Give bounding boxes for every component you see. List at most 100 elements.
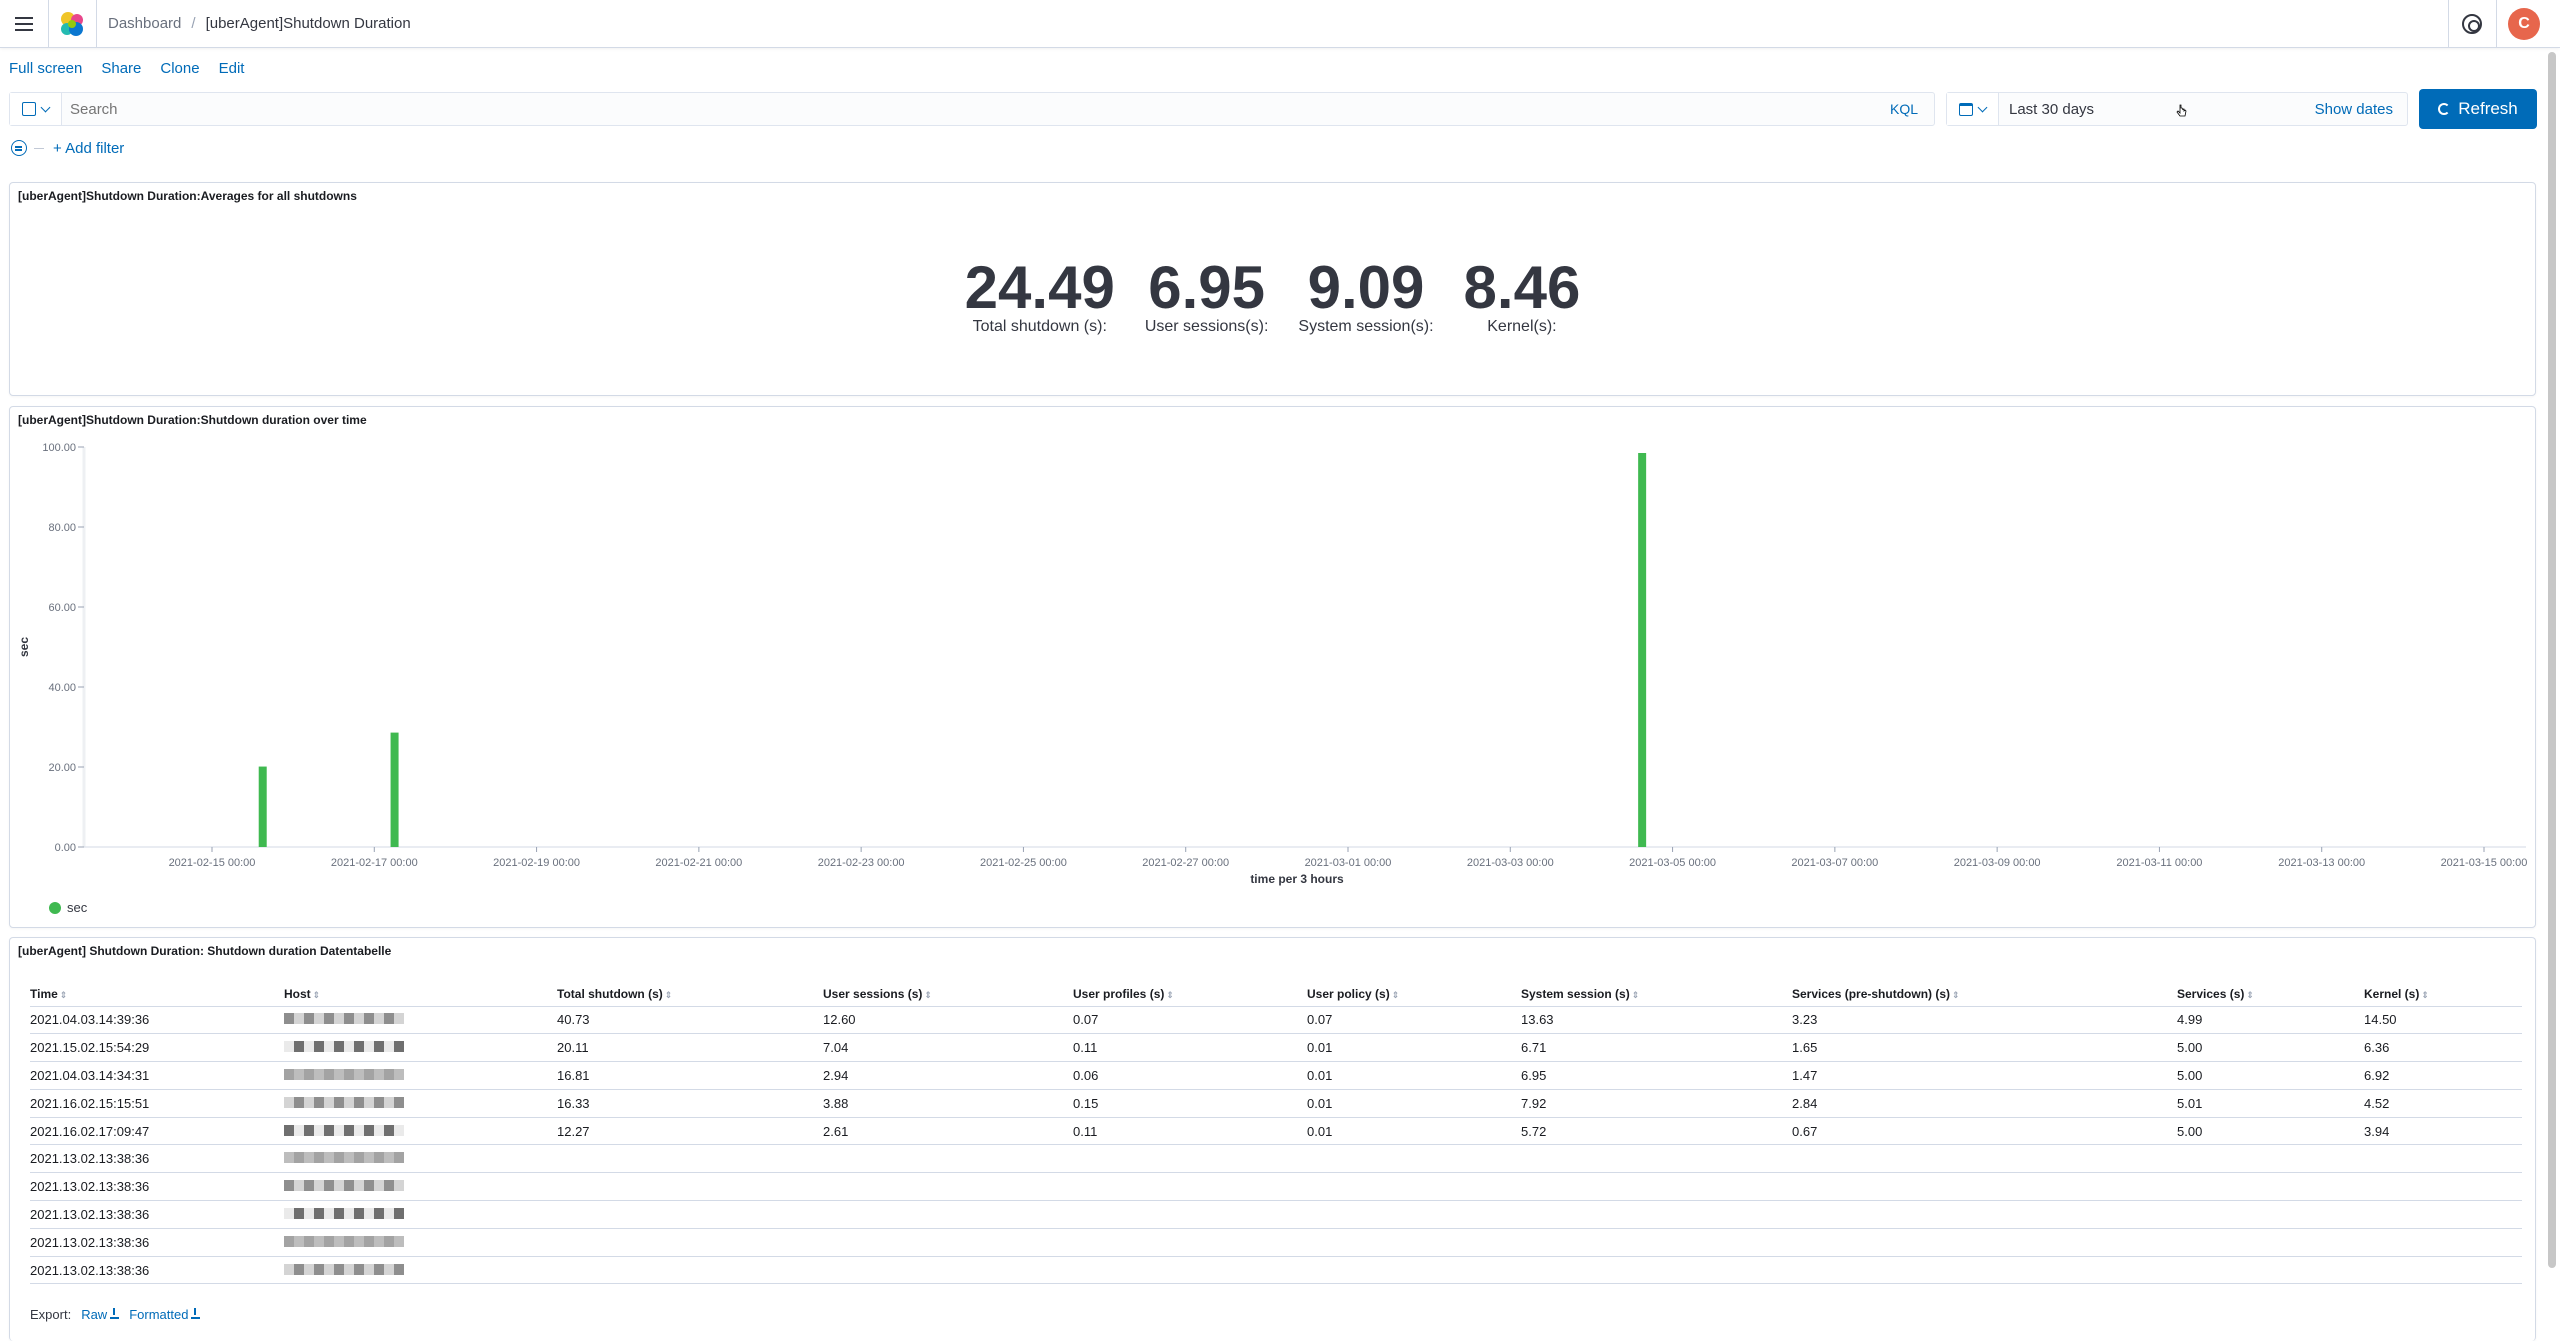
add-filter-button[interactable]: + Add filter — [53, 140, 125, 157]
x-tick-label: 2021-02-19 00:00 — [493, 857, 580, 869]
table-row[interactable]: 2021.16.02.17:09:47 12.27 2.61 0.11 0.01 5.72… — [30, 1117, 2522, 1146]
table-row[interactable]: 2021.15.02.15:54:29 20.11 7.04 0.11 0.01 6.71… — [30, 1033, 2522, 1063]
table-cell — [2364, 1144, 2522, 1174]
redacted-host-icon — [284, 1152, 404, 1164]
sort-icon[interactable]: ⇕ — [2421, 989, 2429, 1000]
search-input[interactable] — [70, 101, 1770, 118]
clone-link[interactable]: Clone — [160, 60, 200, 77]
table-cell — [557, 1200, 823, 1229]
date-picker: Last 30 days Show dates — [1946, 92, 2408, 126]
table-row[interactable]: 2021.04.03.14:34:31 16.81 2.94 0.06 0.01 6.95… — [30, 1061, 2522, 1090]
table-cell — [1792, 1256, 2177, 1285]
table-cell — [1521, 1228, 1792, 1257]
column-header-label: Kernel (s) — [2364, 986, 2420, 1001]
table-cell: 0.01 — [1307, 1061, 1521, 1090]
x-tick-label: 2021-03-05 00:00 — [1629, 857, 1716, 869]
table-row[interactable]: 2021.13.02.13:38:36 — [30, 1200, 2522, 1229]
table-cell — [1073, 1200, 1307, 1229]
help-icon[interactable] — [2462, 14, 2482, 34]
kql-toggle[interactable]: KQL — [1889, 101, 1918, 117]
full-screen-link[interactable]: Full screen — [9, 60, 83, 77]
column-header[interactable]: Host ⇕ — [284, 982, 557, 1007]
y-tick-label: 80.00 — [48, 522, 76, 534]
breadcrumb: Dashboard / [uberAgent]Shutdown Duration — [108, 15, 411, 32]
legend-label: sec — [67, 900, 88, 915]
export-formatted-label: Formatted — [129, 1307, 189, 1322]
metric-total-shutdown: 24.49 Total shutdown (s): — [965, 258, 1115, 336]
menu-icon[interactable] — [12, 12, 36, 36]
table-cell — [1307, 1144, 1521, 1174]
metric-value: 6.95 — [1148, 254, 1265, 321]
page-scrollbar[interactable] — [2548, 52, 2556, 1268]
sort-icon[interactable]: ⇕ — [1166, 989, 1174, 1000]
table-row[interactable]: 2021.13.02.13:38:36 — [30, 1256, 2522, 1285]
breadcrumb-dashboard[interactable]: Dashboard — [108, 15, 182, 32]
table-row[interactable]: 2021.04.03.14:39:36 40.73 12.60 0.07 0.07 13.… — [30, 1006, 2522, 1035]
date-range-label[interactable]: Last 30 days — [2009, 101, 2095, 118]
table-cell — [1307, 1200, 1521, 1229]
table-row[interactable]: 2021.16.02.15:15:51 16.33 3.88 0.15 0.01 7.92… — [30, 1089, 2522, 1118]
divider — [34, 148, 44, 149]
sort-icon[interactable]: ⇕ — [924, 989, 932, 1000]
table-cell — [823, 1144, 1073, 1174]
table-cell: 40.73 — [557, 1006, 823, 1035]
table-cell — [1792, 1144, 2177, 1174]
column-header[interactable]: User sessions (s) ⇕ — [823, 982, 1073, 1007]
column-header[interactable]: Time ⇕ — [30, 982, 284, 1007]
y-tick-label: 0.00 — [55, 842, 76, 854]
table-cell: 12.27 — [557, 1117, 823, 1146]
table-row[interactable]: 2021.13.02.13:38:36 — [30, 1144, 2522, 1174]
sort-icon[interactable]: ⇕ — [312, 989, 321, 1000]
column-header[interactable]: Total shutdown (s) ⇕ — [557, 982, 823, 1007]
refresh-button[interactable]: Refresh — [2419, 89, 2537, 129]
x-axis-title: time per 3 hours — [1250, 872, 1344, 886]
redacted-host-icon — [284, 1263, 404, 1275]
divider — [48, 0, 49, 48]
sort-icon[interactable]: ⇕ — [1952, 989, 1960, 1000]
duration-bar-chart: 0.00 20.00 40.00 60.00 80.00 100.00 sec 2021-02… — [17, 442, 2527, 915]
column-header[interactable]: Services (s) ⇕ — [2177, 982, 2364, 1007]
sort-icon[interactable]: ⇕ — [1391, 989, 1400, 1000]
export-formatted-link[interactable]: Formatted — [129, 1307, 201, 1322]
filter-options-icon[interactable] — [11, 140, 27, 156]
table-cell — [557, 1144, 823, 1174]
sort-icon[interactable]: ⇕ — [59, 989, 68, 1000]
x-tick-label: 2021-03-13 00:00 — [2278, 857, 2365, 869]
column-header[interactable]: Services (pre-shutdown) (s) ⇕ — [1792, 982, 2177, 1007]
table-row[interactable]: 2021.13.02.13:38:36 — [30, 1228, 2522, 1257]
column-header[interactable]: System session (s) ⇕ — [1521, 982, 1792, 1007]
table-cell — [1307, 1228, 1521, 1257]
saved-query-button[interactable] — [10, 93, 62, 125]
share-link[interactable]: Share — [101, 60, 142, 77]
sort-icon[interactable]: ⇕ — [2246, 989, 2254, 1000]
x-tick-label: 2021-02-27 00:00 — [1142, 857, 1229, 869]
sort-icon[interactable]: ⇕ — [664, 989, 673, 1000]
elastic-logo-icon[interactable] — [58, 10, 86, 38]
table-cell: 2021.13.02.13:38:36 — [30, 1256, 284, 1285]
export-raw-link[interactable]: Raw — [81, 1307, 120, 1322]
table-cell: 7.04 — [823, 1033, 1073, 1063]
table-cell: 0.06 — [1073, 1061, 1307, 1090]
host-cell-redacted — [284, 1172, 557, 1202]
table-cell — [2364, 1172, 2522, 1202]
sort-icon[interactable]: ⇕ — [1631, 989, 1640, 1000]
table-cell: 0.01 — [1307, 1089, 1521, 1118]
quick-select-button[interactable] — [1947, 93, 1999, 125]
column-header[interactable]: User profiles (s) ⇕ — [1073, 982, 1307, 1007]
table-cell — [2177, 1200, 2364, 1229]
chart-bar — [258, 766, 267, 847]
table-cell — [1792, 1200, 2177, 1229]
avatar[interactable]: C — [2508, 8, 2540, 40]
edit-link[interactable]: Edit — [218, 60, 245, 77]
data-table: Time ⇕ Host ⇕ Total shutdown (s) ⇕ User sessio… — [30, 982, 2522, 1285]
column-header[interactable]: Kernel (s) ⇕ — [2364, 982, 2522, 1007]
x-tick-label: 2021-02-23 00:00 — [818, 857, 905, 869]
table-cell: 2021.04.03.14:39:36 — [30, 1006, 284, 1035]
show-dates-link[interactable]: Show dates — [2314, 101, 2393, 118]
top-nav: Full screen Share Clone Edit — [9, 60, 244, 77]
metric-kernel: 8.46 Kernel(s): — [1464, 258, 1581, 336]
table-row[interactable]: 2021.13.02.13:38:36 — [30, 1172, 2522, 1202]
column-header[interactable]: User policy (s) ⇕ — [1307, 982, 1521, 1007]
query-bar: KQL — [9, 92, 1935, 126]
table-cell: 2021.13.02.13:38:36 — [30, 1144, 284, 1174]
